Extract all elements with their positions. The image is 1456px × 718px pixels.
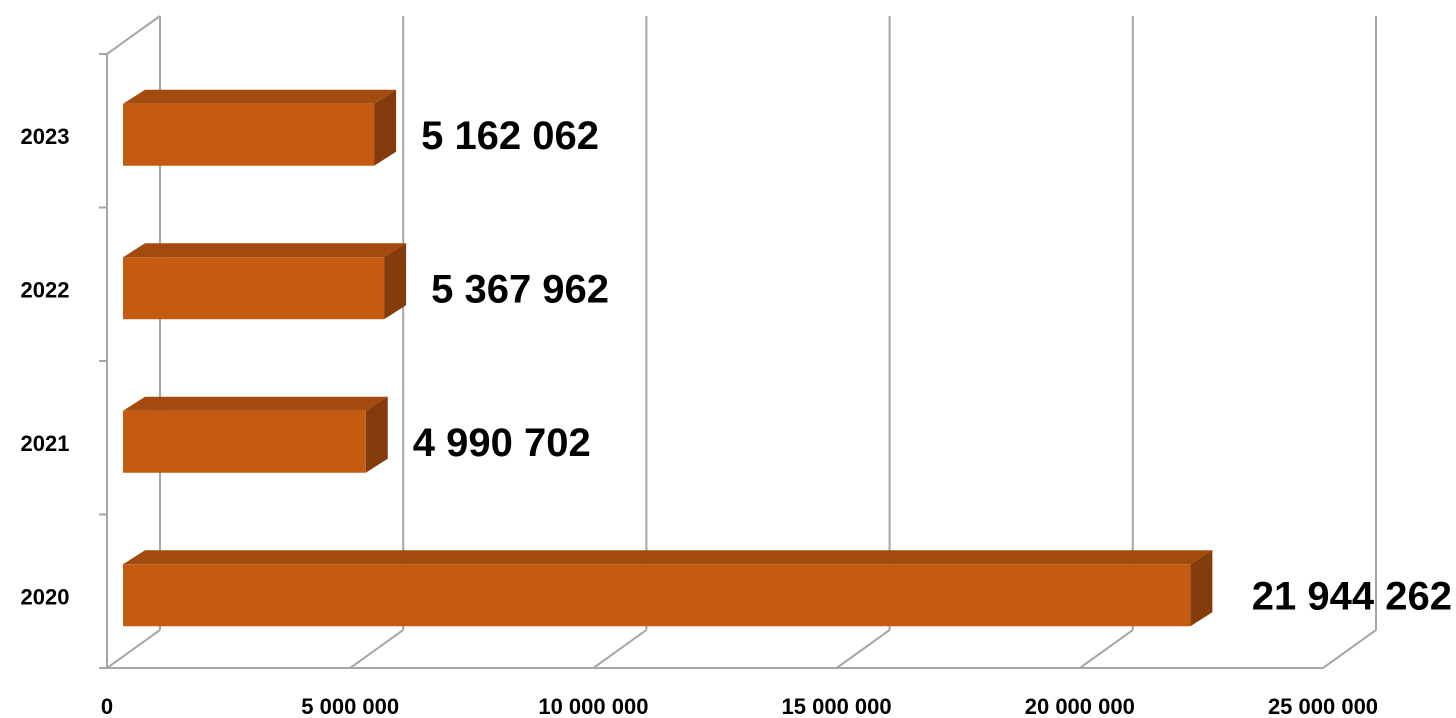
bar-2021	[123, 396, 388, 473]
bar-front-face	[123, 564, 1191, 627]
bar-front-face	[123, 257, 385, 320]
axes	[99, 15, 1323, 669]
gridline-floor	[592, 629, 647, 669]
bar-side-face	[365, 396, 388, 473]
bar-2020	[123, 550, 1213, 627]
y-tick-label: 2021	[21, 431, 70, 456]
bar-2023	[123, 89, 397, 166]
x-tick-label: 25 000 000	[1268, 694, 1378, 718]
bar-front-face	[123, 103, 375, 166]
x-tick-label: 15 000 000	[782, 694, 892, 718]
x-tick-label: 10 000 000	[538, 694, 648, 718]
gridlines	[106, 16, 1377, 669]
y-tick-label: 2023	[21, 124, 70, 149]
bar-side-face	[1190, 550, 1213, 627]
bar-top-face	[123, 89, 397, 104]
left-wall-top-edge	[106, 15, 161, 55]
data-label: 4 990 702	[413, 421, 591, 465]
bar-front-face	[123, 410, 366, 473]
x-tick-label: 5 000 000	[301, 694, 399, 718]
gridline-floor	[349, 629, 404, 669]
bar-top-face	[123, 243, 407, 258]
data-label: 5 162 062	[421, 114, 599, 158]
x-tick-label: 0	[101, 694, 113, 718]
y-tick-label: 2022	[21, 277, 70, 302]
bars	[123, 89, 1213, 627]
gridline-floor	[836, 629, 891, 669]
gridline-floor	[1079, 629, 1134, 669]
bar-side-face	[374, 89, 397, 166]
data-label: 5 367 962	[431, 267, 609, 311]
y-tick-label: 2020	[21, 584, 70, 609]
gridline-floor	[106, 629, 161, 669]
bar-top-face	[123, 550, 1213, 565]
bar-top-face	[123, 396, 388, 411]
bar-2022	[123, 243, 407, 320]
labels: 0 5 000 000 10 000 000 15 000 000 20 000 000…	[21, 114, 1452, 718]
data-label: 21 944 262	[1252, 574, 1452, 618]
x-tick-label: 20 000 000	[1025, 694, 1135, 718]
gridline-floor	[1322, 629, 1377, 669]
bar-side-face	[384, 243, 407, 320]
